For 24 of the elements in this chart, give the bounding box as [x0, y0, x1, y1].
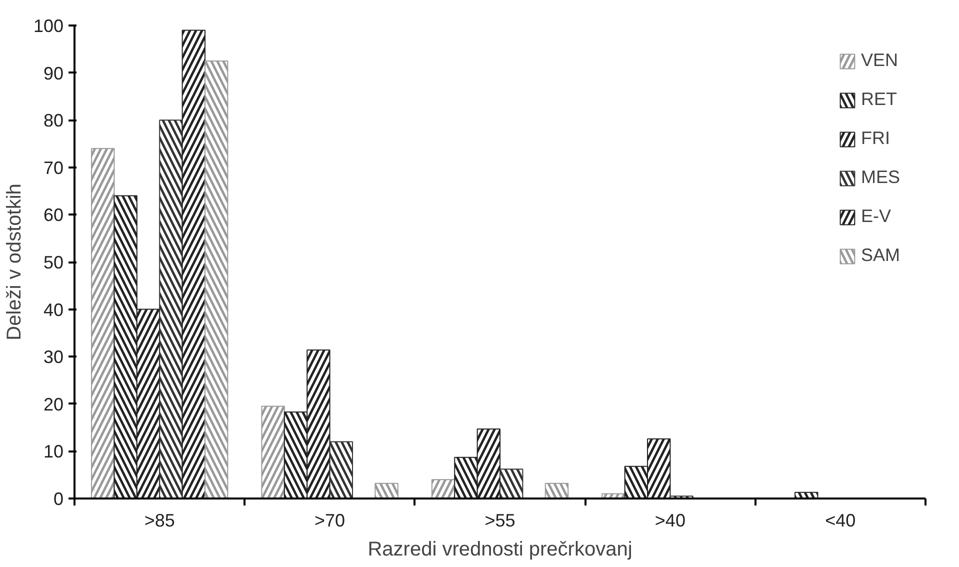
y-tick-label: 50 — [43, 252, 64, 272]
x-tick-label: >40 — [654, 510, 686, 530]
legend-label: SAM — [860, 245, 900, 266]
legend-label: MES — [860, 167, 900, 188]
x-axis-title: Razredi vrednosti prečrkovanj — [368, 538, 632, 560]
x-tick-label: >55 — [484, 510, 516, 530]
y-tick-label: 40 — [43, 300, 64, 320]
x-tick-label: >70 — [314, 510, 346, 530]
x-tick-label: <40 — [825, 510, 856, 530]
y-tick-label: 90 — [43, 63, 64, 84]
y-tick-label: 80 — [43, 110, 64, 131]
y-tick-label: 20 — [43, 394, 64, 414]
legend-label: FRI — [860, 128, 890, 149]
y-tick-label: 10 — [43, 442, 64, 462]
y-tick-label: 100 — [33, 16, 64, 36]
x-tick-label: >85 — [144, 510, 175, 530]
y-tick-label: 30 — [43, 347, 64, 368]
y-tick-label: 0 — [53, 489, 64, 509]
legend-label: VEN — [860, 50, 898, 71]
y-axis-title: Deleži v odstotkih — [3, 184, 26, 340]
legend-label: E-V — [860, 206, 891, 227]
legend-label: RET — [860, 89, 897, 110]
y-tick-label: 60 — [43, 205, 64, 226]
y-tick-label: 70 — [43, 158, 64, 178]
